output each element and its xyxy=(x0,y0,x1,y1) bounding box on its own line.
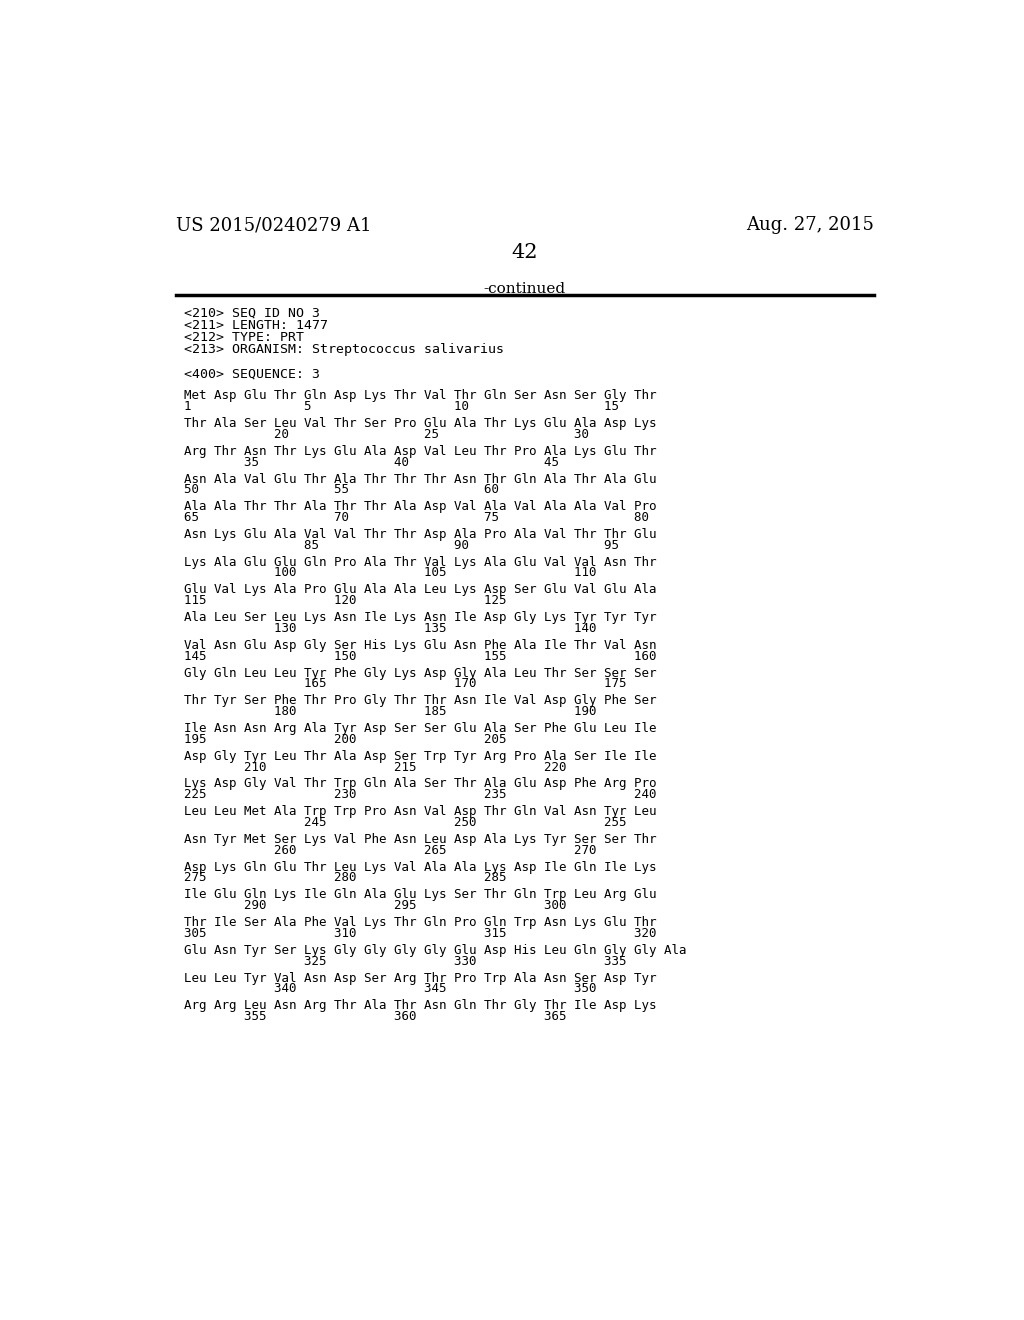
Text: 195                 200                 205: 195 200 205 xyxy=(183,733,506,746)
Text: -continued: -continued xyxy=(483,281,566,296)
Text: <210> SEQ ID NO 3: <210> SEQ ID NO 3 xyxy=(183,306,319,319)
Text: 1               5                   10                  15: 1 5 10 15 xyxy=(183,400,618,413)
Text: Met Asp Glu Thr Gln Asp Lys Thr Val Thr Gln Ser Asn Ser Gly Thr: Met Asp Glu Thr Gln Asp Lys Thr Val Thr … xyxy=(183,389,656,403)
Text: Ile Glu Gln Lys Ile Gln Ala Glu Lys Ser Thr Gln Trp Leu Arg Glu: Ile Glu Gln Lys Ile Gln Ala Glu Lys Ser … xyxy=(183,888,656,902)
Text: 305                 310                 315                 320: 305 310 315 320 xyxy=(183,927,656,940)
Text: 165                 170                 175: 165 170 175 xyxy=(183,677,627,690)
Text: 210                 215                 220: 210 215 220 xyxy=(183,760,566,774)
Text: 50                  55                  60: 50 55 60 xyxy=(183,483,499,496)
Text: 245                 250                 255: 245 250 255 xyxy=(183,816,627,829)
Text: Asn Ala Val Glu Thr Ala Thr Thr Thr Asn Thr Gln Ala Thr Ala Glu: Asn Ala Val Glu Thr Ala Thr Thr Thr Asn … xyxy=(183,473,656,486)
Text: 355                 360                 365: 355 360 365 xyxy=(183,1010,566,1023)
Text: 35                  40                  45: 35 40 45 xyxy=(183,455,559,469)
Text: 65                  70                  75                  80: 65 70 75 80 xyxy=(183,511,649,524)
Text: 180                 185                 190: 180 185 190 xyxy=(183,705,596,718)
Text: 85                  90                  95: 85 90 95 xyxy=(183,539,618,552)
Text: Arg Thr Asn Thr Lys Glu Ala Asp Val Leu Thr Pro Ala Lys Glu Thr: Arg Thr Asn Thr Lys Glu Ala Asp Val Leu … xyxy=(183,445,656,458)
Text: 260                 265                 270: 260 265 270 xyxy=(183,843,596,857)
Text: Leu Leu Met Ala Trp Trp Pro Asn Val Asp Thr Gln Val Asn Tyr Leu: Leu Leu Met Ala Trp Trp Pro Asn Val Asp … xyxy=(183,805,656,818)
Text: 325                 330                 335: 325 330 335 xyxy=(183,954,627,968)
Text: <400> SEQUENCE: 3: <400> SEQUENCE: 3 xyxy=(183,368,319,381)
Text: Asn Tyr Met Ser Lys Val Phe Asn Leu Asp Ala Lys Tyr Ser Ser Thr: Asn Tyr Met Ser Lys Val Phe Asn Leu Asp … xyxy=(183,833,656,846)
Text: Thr Ala Ser Leu Val Thr Ser Pro Glu Ala Thr Lys Glu Ala Asp Lys: Thr Ala Ser Leu Val Thr Ser Pro Glu Ala … xyxy=(183,417,656,430)
Text: 115                 120                 125: 115 120 125 xyxy=(183,594,506,607)
Text: Glu Val Lys Ala Pro Glu Ala Ala Leu Lys Asp Ser Glu Val Glu Ala: Glu Val Lys Ala Pro Glu Ala Ala Leu Lys … xyxy=(183,583,656,597)
Text: 20                  25                  30: 20 25 30 xyxy=(183,428,589,441)
Text: 145                 150                 155                 160: 145 150 155 160 xyxy=(183,649,656,663)
Text: Lys Ala Glu Glu Gln Pro Ala Thr Val Lys Ala Glu Val Val Asn Thr: Lys Ala Glu Glu Gln Pro Ala Thr Val Lys … xyxy=(183,556,656,569)
Text: 42: 42 xyxy=(512,243,538,263)
Text: <212> TYPE: PRT: <212> TYPE: PRT xyxy=(183,331,304,345)
Text: Leu Leu Tyr Val Asn Asp Ser Arg Thr Pro Trp Ala Asn Ser Asp Tyr: Leu Leu Tyr Val Asn Asp Ser Arg Thr Pro … xyxy=(183,972,656,985)
Text: Thr Tyr Ser Phe Thr Pro Gly Thr Thr Asn Ile Val Asp Gly Phe Ser: Thr Tyr Ser Phe Thr Pro Gly Thr Thr Asn … xyxy=(183,694,656,708)
Text: Asp Gly Tyr Leu Thr Ala Asp Ser Trp Tyr Arg Pro Ala Ser Ile Ile: Asp Gly Tyr Leu Thr Ala Asp Ser Trp Tyr … xyxy=(183,750,656,763)
Text: <211> LENGTH: 1477: <211> LENGTH: 1477 xyxy=(183,318,328,331)
Text: US 2015/0240279 A1: US 2015/0240279 A1 xyxy=(176,216,372,234)
Text: 275                 280                 285: 275 280 285 xyxy=(183,871,506,884)
Text: Thr Ile Ser Ala Phe Val Lys Thr Gln Pro Gln Trp Asn Lys Glu Thr: Thr Ile Ser Ala Phe Val Lys Thr Gln Pro … xyxy=(183,916,656,929)
Text: Gly Gln Leu Leu Tyr Phe Gly Lys Asp Gly Ala Leu Thr Ser Ser Ser: Gly Gln Leu Leu Tyr Phe Gly Lys Asp Gly … xyxy=(183,667,656,680)
Text: Ile Asn Asn Arg Ala Tyr Asp Ser Ser Glu Ala Ser Phe Glu Leu Ile: Ile Asn Asn Arg Ala Tyr Asp Ser Ser Glu … xyxy=(183,722,656,735)
Text: Ala Ala Thr Thr Ala Thr Thr Ala Asp Val Ala Val Ala Ala Val Pro: Ala Ala Thr Thr Ala Thr Thr Ala Asp Val … xyxy=(183,500,656,513)
Text: 225                 230                 235                 240: 225 230 235 240 xyxy=(183,788,656,801)
Text: <213> ORGANISM: Streptococcus salivarius: <213> ORGANISM: Streptococcus salivarius xyxy=(183,343,504,356)
Text: 130                 135                 140: 130 135 140 xyxy=(183,622,596,635)
Text: Ala Leu Ser Leu Lys Asn Ile Lys Asn Ile Asp Gly Lys Tyr Tyr Tyr: Ala Leu Ser Leu Lys Asn Ile Lys Asn Ile … xyxy=(183,611,656,624)
Text: Asn Lys Glu Ala Val Val Thr Thr Asp Ala Pro Ala Val Thr Thr Glu: Asn Lys Glu Ala Val Val Thr Thr Asp Ala … xyxy=(183,528,656,541)
Text: Lys Asp Gly Val Thr Trp Gln Ala Ser Thr Ala Glu Asp Phe Arg Pro: Lys Asp Gly Val Thr Trp Gln Ala Ser Thr … xyxy=(183,777,656,791)
Text: 340                 345                 350: 340 345 350 xyxy=(183,982,596,995)
Text: 100                 105                 110: 100 105 110 xyxy=(183,566,596,579)
Text: Val Asn Glu Asp Gly Ser His Lys Glu Asn Phe Ala Ile Thr Val Asn: Val Asn Glu Asp Gly Ser His Lys Glu Asn … xyxy=(183,639,656,652)
Text: Glu Asn Tyr Ser Lys Gly Gly Gly Gly Glu Asp His Leu Gln Gly Gly Ala: Glu Asn Tyr Ser Lys Gly Gly Gly Gly Glu … xyxy=(183,944,686,957)
Text: Aug. 27, 2015: Aug. 27, 2015 xyxy=(745,216,873,234)
Text: 290                 295                 300: 290 295 300 xyxy=(183,899,566,912)
Text: Asp Lys Gln Glu Thr Leu Lys Val Ala Ala Lys Asp Ile Gln Ile Lys: Asp Lys Gln Glu Thr Leu Lys Val Ala Ala … xyxy=(183,861,656,874)
Text: Arg Arg Leu Asn Arg Thr Ala Thr Asn Gln Thr Gly Thr Ile Asp Lys: Arg Arg Leu Asn Arg Thr Ala Thr Asn Gln … xyxy=(183,999,656,1012)
